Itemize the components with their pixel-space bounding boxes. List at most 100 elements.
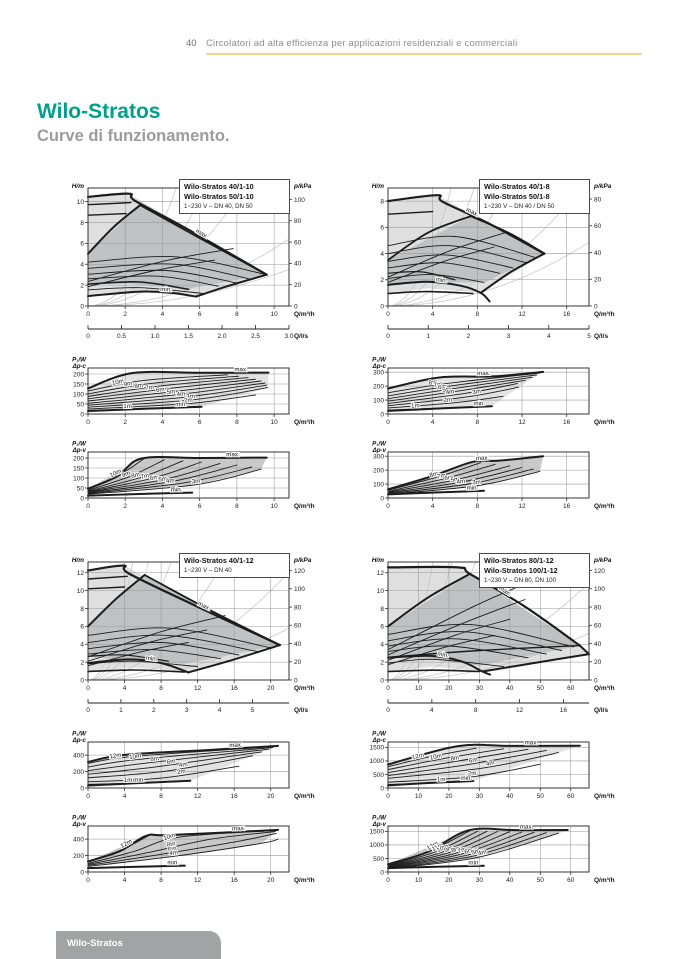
svg-text:2: 2 xyxy=(80,659,84,666)
svg-text:max.: max. xyxy=(477,370,491,377)
svg-text:8m: 8m xyxy=(134,382,144,390)
svg-text:H/m: H/m xyxy=(72,557,85,564)
chart-legend: Wilo-Stratos 40/1-12 1~230 V – DN 40 xyxy=(179,553,290,579)
svg-text:8m: 8m xyxy=(450,754,460,762)
svg-text:8m: 8m xyxy=(150,755,159,763)
svg-text:50: 50 xyxy=(77,401,85,408)
svg-text:8: 8 xyxy=(476,311,480,318)
svg-text:p/kPa: p/kPa xyxy=(593,183,612,190)
svg-text:4m: 4m xyxy=(178,761,188,769)
legend-model: Wilo-Stratos 50/1-8 xyxy=(484,191,550,201)
svg-text:300: 300 xyxy=(373,453,384,460)
svg-text:8: 8 xyxy=(235,503,239,510)
svg-text:P₁/W: P₁/W xyxy=(372,441,387,448)
svg-text:Q/m³/h: Q/m³/h xyxy=(294,311,315,318)
svg-text:2.5: 2.5 xyxy=(251,333,260,340)
svg-text:3: 3 xyxy=(507,333,511,340)
svg-text:40: 40 xyxy=(294,261,302,268)
svg-text:40: 40 xyxy=(594,641,602,648)
svg-text:4: 4 xyxy=(547,333,551,340)
svg-text:50: 50 xyxy=(537,793,545,800)
svg-text:min.: min. xyxy=(466,484,478,491)
chart-svg-g4-dpc: 0 500 1000 1500 0 10 20 30 40 50 60 Q/m³/h P₁/WΔp-c m… xyxy=(370,731,615,801)
legend-model: Wilo-Stratos 100/1-12 xyxy=(484,565,558,575)
svg-text:20: 20 xyxy=(294,282,302,289)
svg-text:max.: max. xyxy=(525,739,539,746)
svg-text:1.5: 1.5 xyxy=(184,333,193,340)
svg-text:0: 0 xyxy=(86,877,90,884)
chart-group-g3: 0 2 4 6 8 10 12 0 4 8 12 16 20 Q/m³/h H/m p/kPa 0 20 40 60 8… xyxy=(62,552,327,896)
svg-text:20: 20 xyxy=(294,659,302,666)
svg-text:20: 20 xyxy=(594,659,602,666)
svg-text:0: 0 xyxy=(294,303,298,310)
svg-text:10: 10 xyxy=(415,685,423,692)
svg-text:9m: 9m xyxy=(121,470,131,479)
svg-text:H/m: H/m xyxy=(372,557,385,564)
svg-text:0: 0 xyxy=(380,303,384,310)
page-number: 40 xyxy=(186,38,197,49)
svg-text:2: 2 xyxy=(152,707,156,714)
svg-text:12m: 12m xyxy=(109,752,122,761)
svg-text:12: 12 xyxy=(194,877,202,884)
svg-text:Δp-v: Δp-v xyxy=(72,447,87,454)
svg-text:200: 200 xyxy=(73,769,84,776)
svg-text:4: 4 xyxy=(380,642,384,649)
svg-text:60: 60 xyxy=(567,877,575,884)
svg-text:6: 6 xyxy=(380,225,384,232)
svg-text:8m: 8m xyxy=(130,471,140,480)
svg-text:min.: min. xyxy=(175,401,187,408)
svg-text:3m: 3m xyxy=(472,388,482,396)
chart-legend: Wilo-Stratos 40/1-8 Wilo-Stratos 50/1-8 1~… xyxy=(479,179,590,215)
svg-text:max.: max. xyxy=(229,742,243,750)
svg-text:6m: 6m xyxy=(468,756,478,764)
svg-text:20: 20 xyxy=(267,685,275,692)
svg-text:500: 500 xyxy=(373,772,384,779)
svg-text:16: 16 xyxy=(231,877,239,884)
svg-text:8: 8 xyxy=(80,606,84,613)
svg-text:200: 200 xyxy=(73,853,84,860)
svg-text:4: 4 xyxy=(218,707,222,714)
svg-text:60: 60 xyxy=(567,685,575,692)
svg-text:12: 12 xyxy=(377,570,385,577)
legend-model: Wilo-Stratos 40/1-10 xyxy=(184,182,254,191)
svg-text:200: 200 xyxy=(373,383,384,390)
svg-text:P₁/W: P₁/W xyxy=(372,731,387,738)
svg-text:30: 30 xyxy=(476,685,484,692)
svg-text:12m: 12m xyxy=(411,752,424,762)
svg-text:120: 120 xyxy=(294,568,305,575)
svg-text:8m: 8m xyxy=(429,470,439,479)
chart-group-g2: 0 2 4 6 8 0 4 8 12 16 Q/m³/h H/m p/kPa 0 20 40 60 80 0 1 2 3 4… xyxy=(362,178,627,522)
svg-text:5m: 5m xyxy=(442,386,452,394)
svg-text:4m: 4m xyxy=(477,848,487,857)
svg-text:2.0: 2.0 xyxy=(217,333,226,340)
svg-text:8: 8 xyxy=(380,606,384,613)
svg-text:Δp-v: Δp-v xyxy=(372,447,387,454)
svg-text:P₁/W: P₁/W xyxy=(72,731,87,738)
chart-svg-g1-dpc: 0 50 100 150 200 0 2 4 6 8 10 Q/m³/h P₁/WΔp-c max. 10m… xyxy=(72,357,315,427)
svg-text:40: 40 xyxy=(506,685,514,692)
svg-text:12: 12 xyxy=(194,685,202,692)
svg-text:Δp-c: Δp-c xyxy=(72,737,87,744)
svg-text:200: 200 xyxy=(73,371,84,378)
svg-text:7m: 7m xyxy=(436,472,446,481)
svg-text:5m: 5m xyxy=(158,475,167,483)
chart-g4-main: 0 2 4 6 8 10 12 0 10 20 30 40 50 60 Q/m³/h H/m p/kPa 0 20 4… xyxy=(362,552,627,731)
svg-text:0: 0 xyxy=(386,419,390,426)
svg-text:P₁/W: P₁/W xyxy=(72,815,87,822)
svg-text:Q/m³/h: Q/m³/h xyxy=(594,685,615,692)
svg-text:4: 4 xyxy=(430,707,434,714)
svg-text:20: 20 xyxy=(267,793,275,800)
svg-text:100: 100 xyxy=(294,197,305,204)
svg-text:3: 3 xyxy=(185,707,189,714)
svg-text:0: 0 xyxy=(86,793,90,800)
svg-text:20: 20 xyxy=(445,877,453,884)
svg-text:1.0: 1.0 xyxy=(150,333,159,340)
svg-text:P₁/W: P₁/W xyxy=(372,815,387,822)
svg-text:0: 0 xyxy=(80,677,84,684)
page-subtitle: Curve di funzionamento. xyxy=(37,127,230,145)
svg-text:Q/l/s: Q/l/s xyxy=(294,333,308,340)
svg-text:0: 0 xyxy=(594,303,598,310)
